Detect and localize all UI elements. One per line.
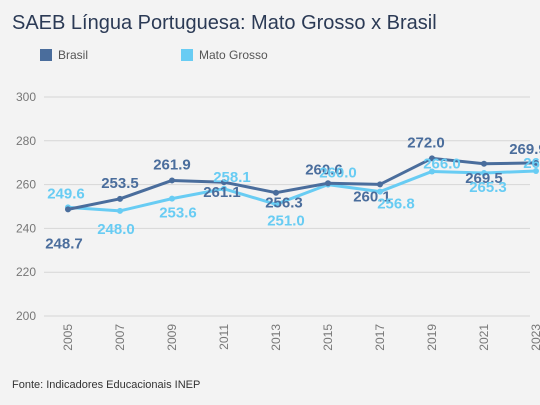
data-label-brasil: 261.9 (153, 156, 191, 173)
data-label-mato-grosso: 253.6 (159, 205, 197, 222)
legend-item-mato-grosso: Mato Grosso (181, 48, 268, 62)
data-point-brasil (325, 180, 331, 187)
x-tick-label: 2019 (425, 324, 439, 351)
legend-swatch-mato-grosso (181, 49, 193, 61)
data-point-brasil (481, 160, 487, 167)
data-label-mato-grosso: 248.0 (97, 221, 135, 238)
series-line-brasil (67, 156, 537, 211)
x-tick-label: 2021 (477, 324, 491, 351)
data-point-brasil (429, 155, 435, 162)
data-label-brasil: 256.3 (265, 195, 303, 212)
chart-title: SAEB Língua Portuguesa: Mato Grosso x Br… (12, 12, 437, 34)
data-label-mato-grosso: 265.3 (469, 179, 507, 196)
data-label-mato-grosso: 256.8 (377, 196, 415, 213)
series-line-mato-grosso (67, 169, 537, 213)
data-label-brasil: 260.6 (305, 161, 343, 178)
data-point-mato-grosso (377, 188, 383, 195)
data-label-mato-grosso: 251.0 (267, 212, 305, 229)
y-tick-label: 300 (16, 90, 36, 104)
x-tick-label: 2013 (269, 324, 283, 351)
legend-label-mato-grosso: Mato Grosso (199, 48, 268, 62)
y-tick-label: 280 (16, 134, 36, 148)
data-point-brasil (377, 181, 383, 188)
data-point-brasil (533, 159, 539, 166)
data-label-brasil: 269.5 (465, 170, 503, 187)
x-tick-label: 2007 (113, 324, 127, 351)
x-tick-label: 2011 (217, 324, 231, 350)
data-label-mato-grosso: 266.0 (423, 155, 461, 172)
data-point-brasil (273, 189, 279, 196)
x-tick-label: 2023 (529, 324, 540, 351)
data-label-brasil: 260.1 (353, 188, 391, 205)
data-point-mato-grosso (117, 207, 123, 214)
data-label-mato-grosso: 258.1 (213, 169, 251, 186)
data-label-brasil: 269.9 (509, 141, 540, 158)
data-label-mato-grosso: 249.6 (47, 185, 85, 202)
legend-item-brasil: Brasil (40, 48, 88, 62)
data-label-brasil: 272.0 (407, 134, 445, 151)
source-note: Fonte: Indicadores Educacionais INEP (12, 379, 201, 391)
data-point-brasil (169, 177, 175, 184)
data-point-brasil (65, 206, 71, 213)
legend-label-brasil: Brasil (58, 48, 89, 62)
legend-swatch-brasil (40, 49, 52, 61)
y-tick-label: 240 (16, 221, 36, 235)
data-label-mato-grosso: 266.2 (523, 155, 540, 172)
y-tick-label: 260 (16, 178, 36, 192)
x-tick-label: 2015 (321, 324, 335, 351)
data-label-brasil: 261.1 (203, 184, 241, 201)
data-point-mato-grosso (221, 185, 227, 192)
x-tick-label: 2017 (373, 324, 387, 351)
data-label-mato-grosso: 260.0 (319, 165, 357, 182)
y-tick-label: 220 (16, 265, 36, 279)
x-tick-label: 2009 (165, 324, 179, 351)
data-point-mato-grosso (481, 169, 487, 176)
data-label-brasil: 248.7 (45, 235, 83, 252)
y-tick-label: 200 (16, 309, 36, 323)
data-label-brasil: 253.5 (101, 175, 139, 192)
data-point-brasil (221, 179, 227, 186)
data-point-mato-grosso (273, 201, 279, 208)
data-point-mato-grosso (169, 195, 175, 202)
data-point-brasil (117, 195, 123, 202)
data-point-mato-grosso (533, 168, 539, 175)
data-point-mato-grosso (429, 168, 435, 175)
x-tick-label: 2005 (61, 324, 75, 351)
